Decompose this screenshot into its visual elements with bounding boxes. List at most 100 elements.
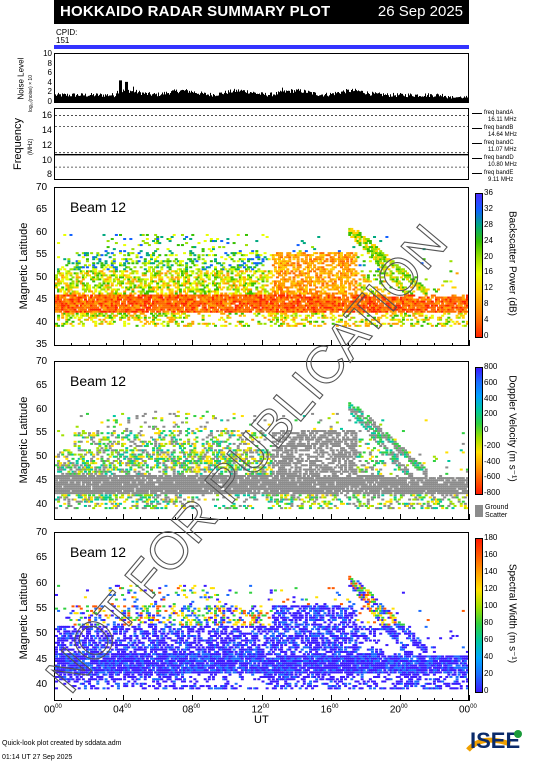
scatter-cell [334, 266, 337, 268]
scatter-cell [276, 319, 279, 321]
scatter-cell [148, 301, 151, 303]
scatter-cell [369, 288, 372, 290]
x-tick-mark [313, 343, 314, 346]
scatter-cell [169, 301, 172, 303]
scatter-cell [133, 278, 136, 280]
scatter-cell [57, 256, 60, 258]
scatter-cell [167, 248, 170, 250]
scatter-cell [359, 282, 362, 284]
scatter-cell [290, 315, 293, 317]
scatter-cell [394, 313, 397, 315]
x-tick-mark [244, 343, 245, 346]
beam-label: Beam 12 [70, 199, 126, 215]
scatter-cell [67, 290, 70, 292]
scatter-cell [237, 260, 240, 262]
scatter-cell [379, 260, 382, 262]
colorbar-tick: 36 [484, 188, 493, 197]
scatter-cell [76, 272, 79, 274]
scatter-cell [218, 286, 221, 288]
scatter-cell [131, 282, 134, 284]
scatter-cell [309, 321, 312, 323]
scatter-cell [367, 315, 370, 317]
scatter-cell [297, 256, 300, 258]
scatter-cell [330, 317, 333, 319]
scatter-cell [292, 264, 295, 266]
scatter-cell [169, 266, 172, 268]
scatter-cell [408, 274, 411, 276]
scatter-cell [84, 264, 87, 266]
freq-band-name: freq bandD [484, 155, 517, 162]
scatter-cell [67, 503, 70, 505]
scatter-cell [88, 264, 91, 266]
scatter-cell [65, 321, 68, 323]
scatter-cell [311, 254, 314, 256]
scatter-cell [276, 293, 279, 295]
scatter-cell [299, 290, 302, 292]
scatter-cell [98, 319, 101, 321]
scatter-cell [69, 288, 72, 290]
scatter-cell [239, 282, 242, 284]
colorbar-tick: 24 [484, 236, 493, 245]
scatter-cell [381, 305, 384, 307]
scatter-cell [195, 307, 198, 309]
scatter-cell [195, 284, 198, 286]
scatter-cell [177, 280, 180, 282]
scatter-cell [105, 266, 108, 268]
scatter-cell [317, 282, 320, 284]
scatter-cell [175, 299, 178, 301]
scatter-cell [251, 284, 254, 286]
scatter-cell [398, 280, 401, 282]
scatter-cell [425, 290, 428, 292]
scatter-cell [94, 270, 97, 272]
scatter-cell [117, 278, 120, 280]
scatter-cell [156, 284, 159, 286]
scatter-cell [158, 242, 161, 244]
scatter-cell [129, 286, 132, 288]
scatter-cell [237, 268, 240, 270]
scatter-cell [90, 290, 93, 292]
scatter-cell [396, 278, 399, 280]
scatter-cell [208, 309, 211, 311]
scatter-cell [454, 311, 457, 313]
scatter-cell [82, 473, 85, 475]
scatter-cell [454, 286, 457, 288]
scatter-cell [264, 252, 267, 254]
scatter-cell [431, 325, 434, 327]
scatter-cell [179, 315, 182, 317]
scatter-cell [78, 260, 81, 262]
scatter-cell [181, 234, 184, 236]
scatter-cell [288, 295, 291, 297]
scatter-cell [340, 321, 343, 323]
scatter-cell [398, 319, 401, 321]
scatter-cell [142, 325, 145, 327]
scatter-cell [303, 274, 306, 276]
scatter-cell [245, 286, 248, 288]
scatter-cell [84, 297, 87, 299]
scatter-cell [272, 264, 275, 266]
scatter-cell [98, 278, 101, 280]
scatter-cell [65, 496, 68, 498]
scatter-cell [361, 299, 364, 301]
scatter-cell [61, 325, 64, 327]
scatter-cell [67, 490, 70, 492]
scatter-cell [278, 258, 281, 260]
scatter-cell [94, 268, 97, 270]
scatter-cell [280, 254, 283, 256]
scatter-cell [354, 274, 357, 276]
scatter-cell [177, 325, 180, 327]
scatter-cell [185, 242, 188, 244]
scatter-cell [115, 315, 118, 317]
scatter-cell [57, 317, 60, 319]
scatter-cell [295, 313, 298, 315]
scatter-cell [86, 462, 89, 464]
scatter-cell [80, 464, 83, 466]
scatter-cell [259, 290, 262, 292]
scatter-cell [94, 323, 97, 325]
scatter-cell [385, 260, 388, 262]
scatter-cell [74, 499, 77, 501]
scatter-cell [381, 276, 384, 278]
freq-ytick: 16 [42, 110, 52, 120]
scatter-cell [206, 286, 209, 288]
scatter-cell [231, 272, 234, 274]
scatter-cell [425, 317, 428, 319]
